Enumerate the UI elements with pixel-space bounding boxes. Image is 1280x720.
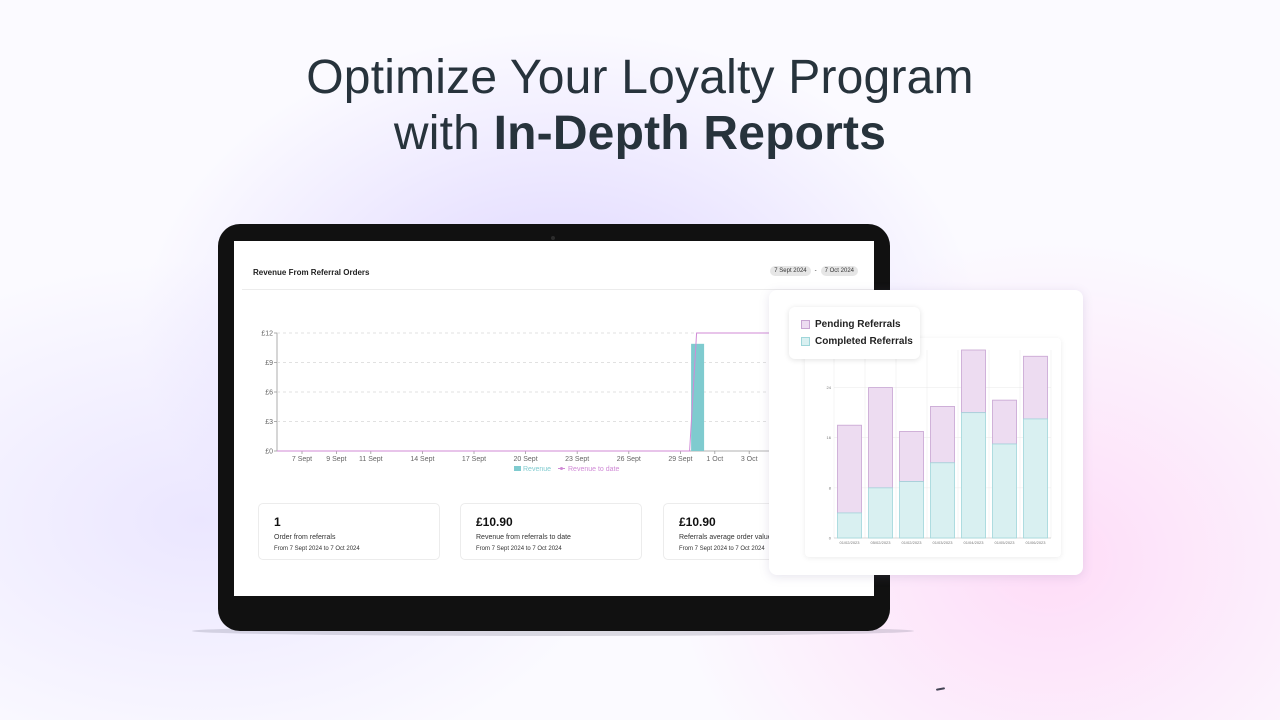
laptop-shadow bbox=[192, 626, 914, 636]
x-tick-label: 9 Sept bbox=[326, 456, 346, 463]
x-tick-label: 01/06/2023 bbox=[1025, 540, 1046, 545]
completed-bar bbox=[899, 481, 924, 539]
pending-bar bbox=[837, 424, 862, 514]
stat-label: Referrals average order value bbox=[679, 534, 772, 541]
report-screen: Revenue From Referral Orders 7 Sept 2024… bbox=[234, 241, 874, 596]
completed-bar bbox=[992, 443, 1017, 539]
referrals-legend: Pending Referrals Completed Referrals bbox=[789, 307, 920, 359]
x-tick-label: 1 Oct bbox=[706, 456, 723, 463]
date-separator: - bbox=[814, 268, 817, 274]
x-tick-label: 05/02/2023 bbox=[870, 540, 891, 545]
stat-value: £10.90 bbox=[476, 515, 513, 529]
stat-card-revenue: £10.90 Revenue from referrals to date Fr… bbox=[460, 503, 642, 560]
legend-pending: Pending Referrals bbox=[801, 319, 901, 330]
stat-label: Order from referrals bbox=[274, 534, 336, 541]
stat-card-orders: 1 Order from referrals From 7 Sept 2024 … bbox=[258, 503, 440, 560]
pending-swatch bbox=[801, 320, 810, 329]
x-tick-label: 01/02/2023 bbox=[901, 540, 922, 545]
pending-bar bbox=[1023, 355, 1048, 420]
date-end[interactable]: 7 Oct 2024 bbox=[820, 266, 858, 276]
x-tick-label: 7 Sept bbox=[292, 456, 312, 463]
legend-revenue-to-date-label: Revenue to date bbox=[568, 466, 619, 473]
date-range-picker[interactable]: 7 Sept 2024 - 7 Oct 2024 bbox=[770, 266, 858, 276]
decorative-dash bbox=[935, 687, 946, 691]
x-tick-label: 29 Sept bbox=[668, 456, 692, 463]
referrals-chart-card: 0 8 16 24 01/02/2023 05/02/2023 01/02/2023 01/0… bbox=[805, 338, 1061, 557]
referrals-chart: 0 8 16 24 01/02/2023 05/02/2023 01/02/2023 01/0… bbox=[827, 349, 1052, 545]
y-tick-label: 8 bbox=[829, 485, 832, 490]
pending-bar bbox=[930, 406, 955, 464]
y-tick-label: 24 bbox=[827, 385, 832, 390]
legend-completed: Completed Referrals bbox=[801, 336, 913, 347]
completed-bar bbox=[930, 462, 955, 539]
y-tick-label: 16 bbox=[827, 435, 832, 440]
y-tick-label: £3 bbox=[265, 419, 273, 426]
report-title: Revenue From Referral Orders bbox=[253, 268, 370, 277]
camera-icon bbox=[551, 236, 555, 240]
x-tick-label: 26 Sept bbox=[617, 456, 641, 463]
legend-completed-label: Completed Referrals bbox=[815, 336, 913, 347]
x-tick-label: 01/05/2023 bbox=[994, 540, 1015, 545]
x-tick-label: 3 Oct bbox=[741, 456, 758, 463]
x-tick-label: 14 Sept bbox=[410, 456, 434, 463]
stat-value: 1 bbox=[274, 515, 281, 529]
stat-label: Revenue from referrals to date bbox=[476, 534, 571, 541]
x-tick-label: 01/04/2023 bbox=[963, 540, 984, 545]
completed-bar bbox=[1023, 418, 1048, 539]
pending-bar bbox=[868, 387, 893, 489]
x-tick-label: 17 Sept bbox=[462, 456, 486, 463]
legend-line-marker bbox=[560, 467, 563, 470]
x-tick-label: 01/03/2023 bbox=[932, 540, 953, 545]
pending-bar bbox=[961, 349, 986, 414]
pending-bar bbox=[899, 431, 924, 483]
legend-revenue-label: Revenue bbox=[523, 466, 551, 473]
date-start[interactable]: 7 Sept 2024 bbox=[770, 266, 811, 276]
headline-line-2: with In-Depth Reports bbox=[0, 106, 1280, 162]
headline: Optimize Your Loyalty Program with In-De… bbox=[0, 50, 1280, 162]
legend-pending-label: Pending Referrals bbox=[815, 319, 901, 330]
y-tick-label: 0 bbox=[829, 536, 832, 541]
y-tick-label: £6 bbox=[265, 390, 273, 397]
x-tick-label: 01/02/2023 bbox=[839, 540, 860, 545]
headline-line-2-prefix: with bbox=[393, 107, 494, 160]
stat-period: From 7 Sept 2024 to 7 Oct 2024 bbox=[679, 546, 765, 552]
legend-revenue-swatch bbox=[514, 466, 521, 471]
headline-line-1: Optimize Your Loyalty Program bbox=[306, 51, 974, 104]
pending-bar bbox=[992, 399, 1017, 445]
headline-line-2-bold: In-Depth Reports bbox=[493, 107, 887, 160]
y-tick-label: £9 bbox=[265, 360, 273, 367]
y-tick-label: £12 bbox=[261, 331, 273, 338]
y-tick-label: £0 bbox=[265, 449, 273, 456]
completed-bar bbox=[961, 412, 986, 539]
x-tick-label: 11 Sept bbox=[359, 456, 383, 463]
stat-period: From 7 Sept 2024 to 7 Oct 2024 bbox=[274, 546, 360, 552]
divider bbox=[242, 289, 874, 290]
completed-swatch bbox=[801, 337, 810, 346]
stat-period: From 7 Sept 2024 to 7 Oct 2024 bbox=[476, 546, 562, 552]
completed-bar bbox=[868, 487, 893, 539]
stat-value: £10.90 bbox=[679, 515, 716, 529]
revenue-chart: £0 £3 £6 £9 £12 7 Sept 9 Sept 11 Sept 14 Sept 17 … bbox=[261, 331, 874, 473]
completed-bar bbox=[837, 512, 862, 539]
x-tick-label: 23 Sept bbox=[565, 456, 589, 463]
x-tick-label: 20 Sept bbox=[514, 456, 538, 463]
